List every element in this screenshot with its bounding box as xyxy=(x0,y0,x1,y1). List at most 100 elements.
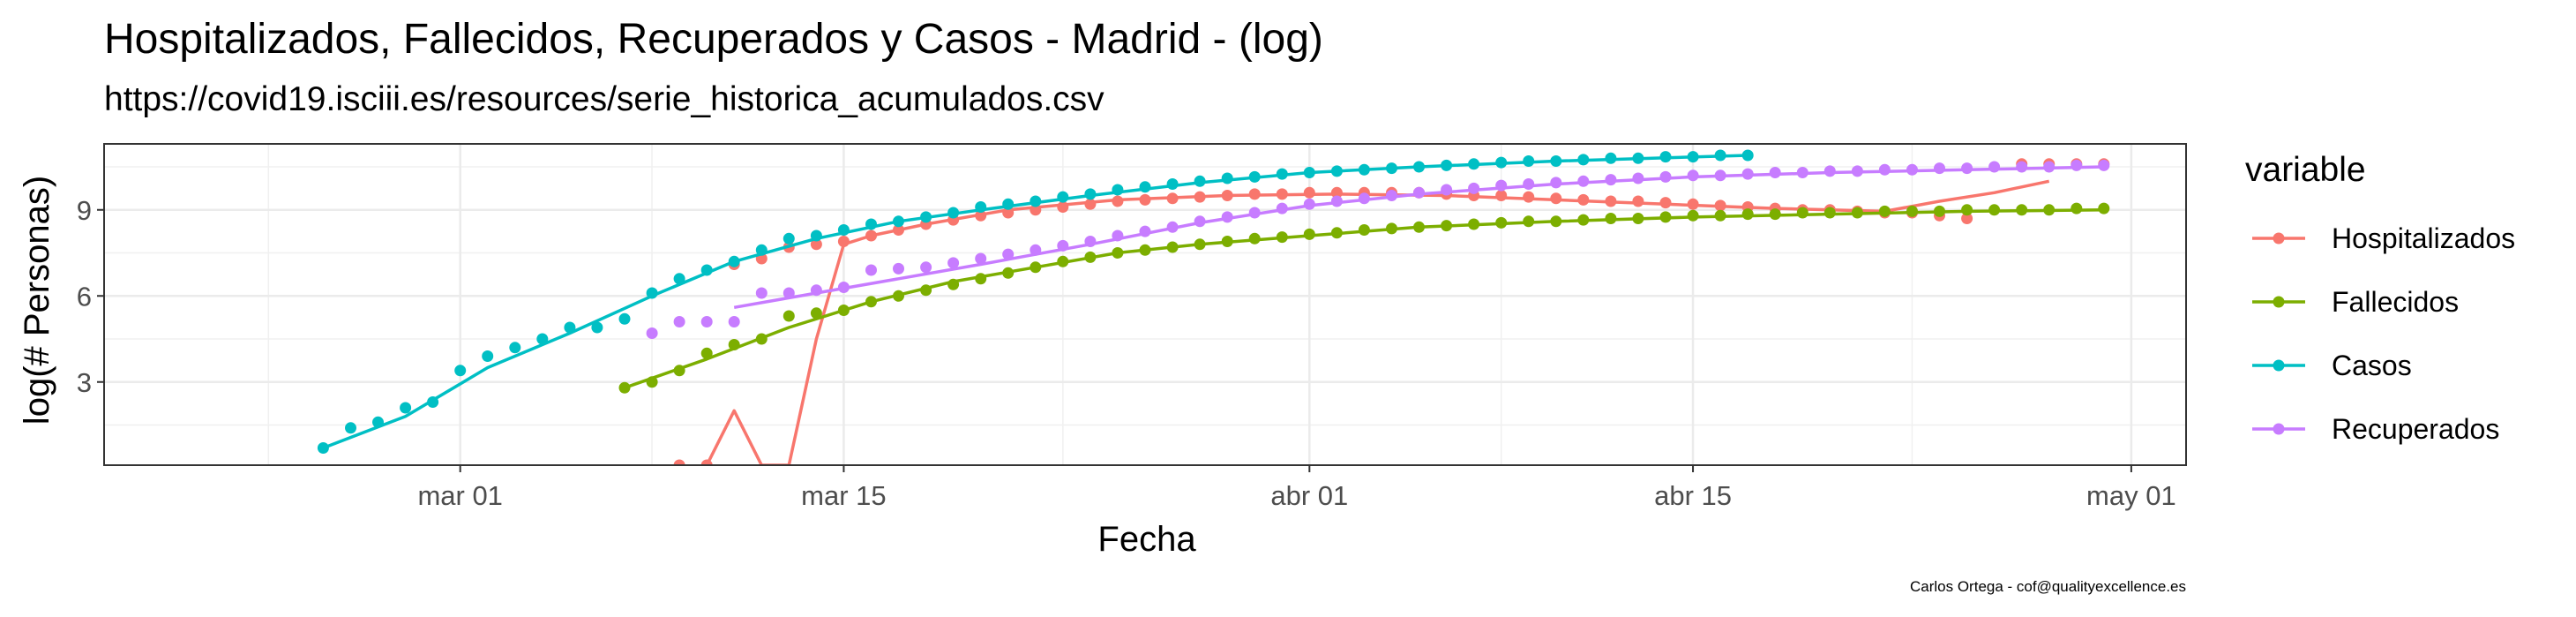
data-point xyxy=(1605,174,1617,186)
data-point xyxy=(1741,149,1754,162)
data-point xyxy=(1961,162,1973,175)
data-point xyxy=(1194,191,1206,203)
data-point xyxy=(1248,188,1261,200)
data-point xyxy=(1577,175,1590,187)
series-layer xyxy=(317,149,2110,465)
data-point xyxy=(1687,209,1699,222)
data-point xyxy=(1112,195,1124,207)
data-point xyxy=(1030,244,1042,256)
data-point xyxy=(1386,190,1397,201)
data-point xyxy=(1441,184,1453,196)
data-point xyxy=(1550,155,1562,167)
data-point xyxy=(975,273,987,285)
x-tick-label: may 01 xyxy=(2086,480,2176,511)
data-point xyxy=(1057,239,1069,252)
data-point xyxy=(1741,208,1754,221)
data-point xyxy=(1030,195,1042,207)
data-point xyxy=(1358,192,1370,205)
data-point xyxy=(1714,149,1726,162)
data-point xyxy=(1632,195,1644,207)
chart-subtitle: https://covid19.isciii.es/resources/seri… xyxy=(104,80,1105,118)
data-point xyxy=(1796,167,1808,178)
plot-panel xyxy=(103,143,2187,466)
data-point xyxy=(400,402,412,414)
data-point xyxy=(317,442,329,454)
data-point xyxy=(1084,188,1097,200)
data-point xyxy=(1030,261,1042,274)
data-point xyxy=(1030,204,1042,216)
data-point xyxy=(810,238,822,251)
data-point xyxy=(755,287,768,299)
panel-border xyxy=(103,143,2187,466)
data-point xyxy=(1823,207,1836,219)
data-point xyxy=(1687,198,1699,210)
data-point xyxy=(1221,190,1233,201)
data-point xyxy=(1495,216,1508,229)
data-point xyxy=(1221,172,1233,184)
data-point xyxy=(947,257,960,269)
data-point xyxy=(1687,151,1699,163)
legend-key-point xyxy=(2273,423,2285,435)
data-point xyxy=(1906,163,1918,176)
y-axis: 3 6 9 xyxy=(77,195,104,398)
data-point xyxy=(1988,161,2001,173)
data-point xyxy=(1769,167,1781,178)
data-point xyxy=(810,307,822,320)
data-point xyxy=(1851,207,1863,219)
data-point xyxy=(1386,222,1397,235)
data-point xyxy=(920,284,932,297)
data-point xyxy=(893,224,904,236)
data-point xyxy=(1276,231,1288,244)
data-point xyxy=(591,321,603,334)
data-point xyxy=(1303,186,1315,199)
x-axis: mar 01 mar 15 abr 01 abr 15 may 01 xyxy=(417,465,2176,511)
data-point xyxy=(837,305,850,316)
data-point xyxy=(865,218,877,230)
data-point xyxy=(1659,197,1672,209)
data-point xyxy=(728,316,740,327)
data-point xyxy=(1358,163,1370,176)
legend-label: Casos xyxy=(2332,350,2412,381)
series-fallecidos xyxy=(618,202,2110,394)
data-point xyxy=(1495,156,1508,169)
data-point xyxy=(1112,247,1124,259)
data-point xyxy=(975,201,987,213)
x-tick-label: abr 01 xyxy=(1270,480,1348,511)
data-point xyxy=(700,347,713,359)
data-point xyxy=(1413,161,1425,173)
data-point xyxy=(1550,177,1562,189)
data-point xyxy=(564,321,576,334)
data-point xyxy=(893,290,904,302)
data-point xyxy=(1084,251,1097,263)
data-point xyxy=(837,236,850,247)
data-point xyxy=(1303,228,1315,240)
data-point xyxy=(2043,204,2056,216)
data-point xyxy=(1495,190,1508,201)
data-point xyxy=(1057,191,1069,203)
data-point xyxy=(1413,221,1425,233)
data-point xyxy=(345,422,356,434)
data-point xyxy=(1523,191,1535,203)
x-tick-label: abr 15 xyxy=(1654,480,1732,511)
data-point xyxy=(1194,215,1206,228)
data-point xyxy=(1961,213,1973,224)
legend-key-point xyxy=(2273,359,2285,372)
data-point xyxy=(1796,207,1808,219)
data-point xyxy=(1248,170,1261,183)
data-point xyxy=(618,312,631,325)
data-point xyxy=(1330,186,1343,199)
data-point xyxy=(454,365,467,377)
data-point xyxy=(837,282,850,293)
y-axis-title: log(# Personas) xyxy=(18,176,56,425)
data-point xyxy=(1276,202,1288,214)
data-point xyxy=(1139,193,1151,206)
data-point xyxy=(1659,211,1672,223)
series-casos xyxy=(317,149,1754,454)
legend-items: Hospitalizados Fallecidos Casos Recuperados xyxy=(2252,222,2515,445)
data-point xyxy=(2098,159,2110,171)
y-tick-label: 6 xyxy=(77,281,92,312)
data-point xyxy=(1413,186,1425,199)
legend-item: Fallecidos xyxy=(2252,286,2459,318)
data-point xyxy=(1303,167,1315,178)
data-point xyxy=(920,261,932,274)
